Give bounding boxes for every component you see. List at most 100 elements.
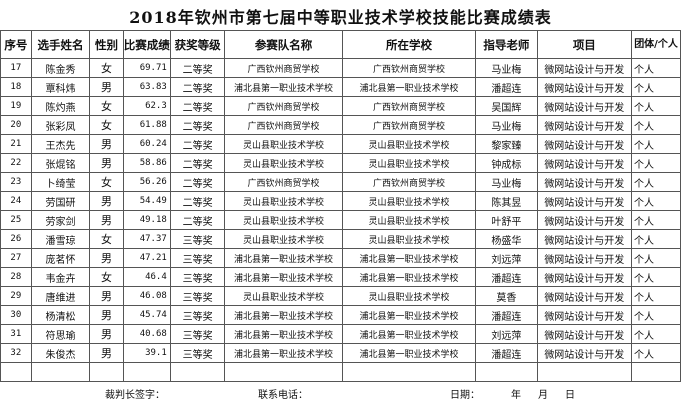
- cell-team: 灵山县职业技术学校: [224, 210, 343, 230]
- cell-school: 灵山县职业技术学校: [341, 229, 477, 249]
- cell-score: 45.74: [122, 305, 171, 325]
- cell-seq: 30: [0, 305, 32, 325]
- cell-name: 张焜铭: [30, 153, 91, 173]
- cell-seq: 28: [0, 267, 32, 287]
- cell-type: 个人: [631, 286, 681, 306]
- empty-cell: [536, 362, 633, 382]
- cell-gender: 男: [89, 343, 124, 363]
- cell-type: 个人: [631, 267, 681, 287]
- cell-teacher: 刘远萍: [475, 248, 538, 268]
- cell-name: 劳国研: [30, 191, 91, 211]
- table-row: 18 覃科炜男 63.83 二等奖 浦北县第一职业技术学校 浦北县第一职业技术学校 潘超连微…: [0, 77, 681, 97]
- cell-gender: 男: [89, 77, 124, 97]
- cell-team: 浦北县第一职业技术学校: [224, 305, 343, 325]
- cell-team: 灵山县职业技术学校: [224, 191, 343, 211]
- cell-project: 微网站设计与开发: [536, 286, 633, 306]
- table-row: 28 韦金卉女 46.4 三等奖 浦北县第一职业技术学校 浦北县第一职业技术学校 潘超连 微网…: [0, 267, 681, 287]
- cell-seq: 31: [0, 324, 32, 344]
- table-row: 20 张彩凤女 61.88 二等奖 广西钦州商贸学校 广西钦州商贸学校 马业梅 微网站设计与开…: [0, 115, 681, 135]
- cell-name: 劳家剑: [30, 210, 91, 230]
- cell-team: 灵山县职业技术学校: [224, 286, 343, 306]
- table-row: 32 朱俊杰男 39.1 三等奖 浦北县第一职业技术学校 浦北县第一职业技术学校 潘超连 微网…: [0, 343, 681, 363]
- cell-team: 浦北县第一职业技术学校: [224, 343, 343, 363]
- cell-award: 二等奖: [169, 210, 226, 230]
- cell-project: 微网站设计与开发: [536, 153, 633, 173]
- cell-seq: 32: [0, 343, 32, 363]
- cell-gender: 女: [89, 172, 124, 192]
- empty-cell: [631, 362, 681, 382]
- cell-seq: 20: [0, 115, 32, 135]
- cell-gender: 女: [89, 267, 124, 287]
- cell-team: 灵山县职业技术学校: [224, 134, 343, 154]
- cell-project: 微网站设计与开发: [536, 191, 633, 211]
- cell-score: 58.86: [122, 153, 171, 173]
- cell-seq: 19: [0, 96, 32, 116]
- cell-teacher: 马业梅: [475, 115, 538, 135]
- cell-gender: 男: [89, 153, 124, 173]
- cell-award: 三等奖: [169, 248, 226, 268]
- empty-row: [0, 362, 681, 382]
- cell-school: 浦北县第一职业技术学校: [341, 267, 477, 287]
- contact-phone-label: 联系电话：: [258, 390, 308, 401]
- cell-gender: 男: [89, 191, 124, 211]
- table-row: 21 王杰先男 60.24 二等奖 灵山县职业技术学校 灵山县职业技术学校 黎家臻 微网站设计…: [0, 134, 681, 154]
- cell-school: 灵山县职业技术学校: [341, 210, 477, 230]
- cell-school: 广西钦州商贸学校: [341, 115, 477, 135]
- table-row: 22 张焜铭男 58.86 二等奖 灵山县职业技术学校 灵山县职业技术学校 钟成标 微网站设计…: [0, 153, 681, 173]
- empty-cell: [122, 362, 171, 382]
- cell-type: 个人: [631, 134, 681, 154]
- cell-school: 灵山县职业技术学校: [341, 153, 477, 173]
- cell-score: 62.3: [122, 96, 171, 116]
- header-award: 获奖等级: [169, 30, 226, 59]
- cell-team: 灵山县职业技术学校: [224, 153, 343, 173]
- cell-name: 覃科炜: [30, 77, 91, 97]
- cell-type: 个人: [631, 305, 681, 325]
- cell-award: 二等奖: [169, 153, 226, 173]
- cell-award: 三等奖: [169, 324, 226, 344]
- table-row: 23 卜绮莹女 56.26 二等奖 广西钦州商贸学校 广西钦州商贸学校 马业梅 微网站设计与开…: [0, 172, 681, 192]
- cell-teacher: 潘超连: [475, 305, 538, 325]
- table-row: 24 劳国研男 54.49 二等奖 灵山县职业技术学校 灵山县职业技术学校 陈其昱 微网站设计…: [0, 191, 681, 211]
- cell-project: 微网站设计与开发: [536, 172, 633, 192]
- header-school: 所在学校: [341, 30, 477, 59]
- table-row: 26 潘雪琼女 47.37 三等奖 灵山县职业技术学校 灵山县职业技术学校 杨盛华 微网站设计…: [0, 229, 681, 249]
- header-score: 比赛成绩: [122, 30, 171, 59]
- cell-teacher: 刘远萍: [475, 324, 538, 344]
- cell-gender: 女: [89, 96, 124, 116]
- cell-teacher: 马业梅: [475, 172, 538, 192]
- empty-cell: [30, 362, 91, 382]
- cell-award: 二等奖: [169, 115, 226, 135]
- cell-school: 广西钦州商贸学校: [341, 58, 477, 78]
- cell-award: 二等奖: [169, 172, 226, 192]
- table-row: 19 陈灼燕女 62.3 二等奖 广西钦州商贸学校 广西钦州商贸学校 吴国辉 微网站设计与开发…: [0, 96, 681, 116]
- cell-type: 个人: [631, 77, 681, 97]
- cell-type: 个人: [631, 191, 681, 211]
- cell-score: 56.26: [122, 172, 171, 192]
- empty-cell: [224, 362, 343, 382]
- cell-team: 广西钦州商贸学校: [224, 172, 343, 192]
- cell-type: 个人: [631, 343, 681, 363]
- cell-teacher: 潘超连: [475, 343, 538, 363]
- cell-project: 微网站设计与开发: [536, 229, 633, 249]
- cell-project: 微网站设计与开发: [536, 248, 633, 268]
- cell-school: 灵山县职业技术学校: [341, 191, 477, 211]
- cell-project: 微网站设计与开发: [536, 343, 633, 363]
- cell-team: 灵山县职业技术学校: [224, 229, 343, 249]
- empty-cell: [89, 362, 124, 382]
- cell-score: 46.08: [122, 286, 171, 306]
- cell-type: 个人: [631, 248, 681, 268]
- cell-gender: 女: [89, 229, 124, 249]
- cell-type: 个人: [631, 172, 681, 192]
- cell-teacher: 杨盛华: [475, 229, 538, 249]
- cell-gender: 女: [89, 115, 124, 135]
- empty-cell: [475, 362, 538, 382]
- cell-award: 三等奖: [169, 229, 226, 249]
- cell-award: 二等奖: [169, 77, 226, 97]
- cell-score: 60.24: [122, 134, 171, 154]
- cell-score: 39.1: [122, 343, 171, 363]
- cell-seq: 27: [0, 248, 32, 268]
- table-row: 25 劳家剑男 49.18 二等奖 灵山县职业技术学校 灵山县职业技术学校 叶舒平 微网站设计…: [0, 210, 681, 230]
- cell-type: 个人: [631, 229, 681, 249]
- cell-gender: 男: [89, 286, 124, 306]
- month-label: 月: [538, 390, 548, 401]
